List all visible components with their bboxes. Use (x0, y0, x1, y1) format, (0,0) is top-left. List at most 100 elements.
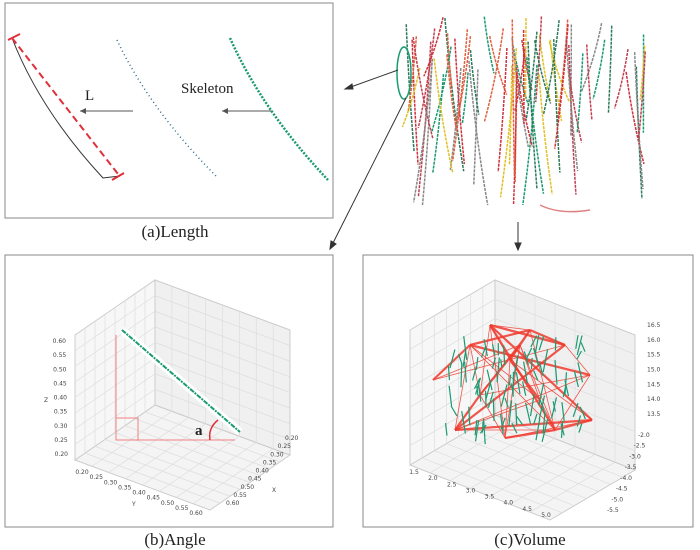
hull-edge (529, 328, 566, 347)
root-skeleton-segment (532, 348, 540, 366)
root-outline (11, 37, 121, 179)
z-tick-label: 16.0 (647, 337, 661, 344)
root-skeleton-segment (500, 384, 508, 407)
length-endcap-top (7, 33, 21, 41)
y-tick-label: -2.0 (638, 432, 650, 439)
root-trace (639, 45, 646, 100)
root-trace (538, 74, 553, 195)
grid-line (434, 450, 575, 507)
x-tick-label: 0.40 (256, 468, 270, 475)
y-tick-label: -2.5 (634, 443, 646, 450)
skeleton-label: Skeleton (181, 81, 234, 97)
x-tick-label: 0.50 (241, 484, 255, 491)
root-system-point-cloud (401, 16, 646, 213)
convex-hull (432, 323, 593, 445)
z-tick-label: 0.25 (54, 437, 68, 444)
root-trace (592, 39, 606, 100)
grid-line (409, 376, 496, 427)
y-tick-label: 0.50 (161, 500, 175, 507)
panel-c-volume: 13.5 14.0 14.5 15.0 15.5 16.0 16.5 1.5 2.0 2.5 3.0… (362, 254, 694, 549)
root-skeleton-segment (538, 395, 546, 420)
root-trace (567, 67, 583, 143)
y-tick-label: 0.55 (175, 505, 189, 512)
root-skeleton-segment (461, 410, 467, 434)
root-skeleton-segment (444, 422, 448, 436)
panel-a-length: L Skeleton (a)Length (4, 2, 334, 241)
root-trace (539, 204, 591, 213)
y-tick-label: -5.5 (607, 507, 619, 514)
root-trace (417, 28, 436, 129)
root-trace (499, 48, 518, 198)
root-trace (483, 16, 495, 74)
angle-arc (208, 419, 219, 441)
root-trace (472, 69, 479, 186)
grid-line (509, 453, 596, 505)
z-tick-label: 0.30 (54, 423, 68, 430)
root-skeleton-line (121, 329, 241, 433)
z-axis-label: Z (44, 397, 48, 404)
root-skeleton-segment (472, 366, 477, 381)
hull-edge (469, 344, 541, 401)
root-trace (521, 39, 533, 92)
root-skeleton-segment (473, 378, 481, 389)
root-trace (483, 28, 504, 122)
hull-edge (509, 359, 541, 401)
root-skeleton-segment (460, 362, 463, 388)
x-axis-label: X (272, 487, 276, 494)
root-skeleton-segment (511, 422, 518, 434)
grid-line (489, 446, 576, 497)
z-tick-label: 0.40 (54, 395, 68, 402)
x-tick-label: 3.5 (485, 494, 495, 501)
arrow-to-panel-b (331, 97, 407, 246)
root-skeleton-segment (523, 361, 528, 384)
root-trace (412, 37, 434, 139)
hull-edge (529, 329, 556, 431)
root-skeleton-segment (468, 406, 471, 426)
root-trace (449, 67, 462, 170)
root-point-cloud (228, 37, 329, 181)
grid-line (74, 295, 156, 351)
x-tick-label: 0.20 (285, 435, 299, 442)
root-trace (625, 71, 645, 165)
x-tick-label: 0.60 (226, 500, 240, 507)
root-trace (456, 36, 472, 122)
root-skeleton-segment (450, 405, 458, 417)
root-trace (511, 37, 530, 148)
grid-line (176, 442, 257, 498)
root-skeleton-segment (496, 357, 500, 383)
arrowhead-icon (343, 83, 354, 90)
grid-line (469, 438, 556, 489)
grid-line (134, 418, 271, 470)
hull-edge (469, 343, 591, 377)
grid-line (494, 395, 636, 452)
root-skeleton-segment (576, 335, 583, 356)
root-skeleton-segment (482, 418, 486, 445)
z-tick-label: 0.20 (55, 451, 69, 458)
root-skeleton-segment (538, 361, 544, 376)
grid-line (74, 310, 156, 367)
root-skeleton-segment (577, 362, 584, 383)
root-skeleton-segment (512, 354, 519, 379)
y-tick-label: -4.0 (620, 475, 632, 482)
root-skeleton-segment (554, 360, 558, 385)
grid-line (409, 356, 496, 408)
z-tick-label: 14.5 (647, 381, 661, 388)
hull-edge (519, 344, 541, 401)
root-skeleton-segment (562, 386, 567, 398)
root-trace (542, 20, 560, 115)
panel-b-angle: a 0.200.250.300.350.400.450.500.550.600.… (4, 254, 334, 549)
arrow-to-panel-a (347, 69, 399, 89)
root-trace (525, 31, 538, 120)
root-trace (469, 50, 480, 115)
z-tick-label: 0.35 (54, 409, 68, 416)
grid-line (449, 430, 536, 482)
root-skeleton-segment (535, 418, 541, 441)
root-skeleton-segment (516, 416, 523, 425)
x-tick-label: 0.25 (278, 443, 292, 450)
root-trace (405, 24, 415, 153)
root-skeleton-segment (462, 349, 467, 367)
x-tick-label: 0.30 (270, 451, 284, 458)
z-tick-label: 13.5 (647, 411, 661, 418)
root-skeleton-segment (539, 399, 546, 415)
root-trace (444, 17, 465, 172)
